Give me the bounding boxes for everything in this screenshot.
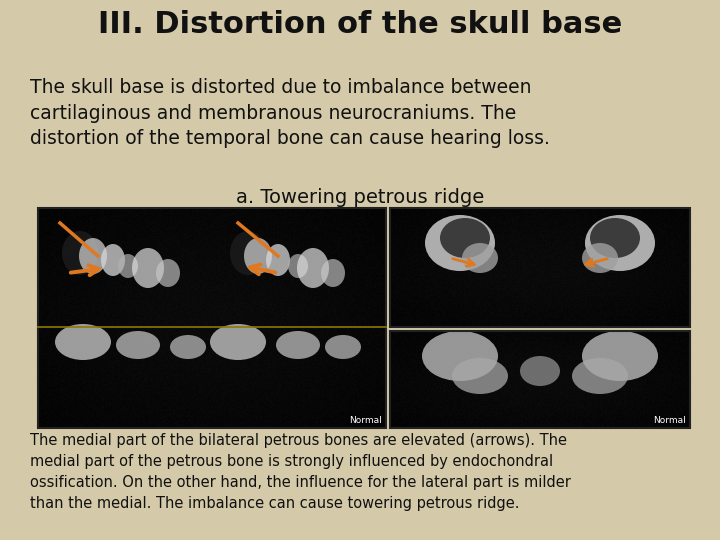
Ellipse shape xyxy=(118,254,138,278)
Ellipse shape xyxy=(170,335,206,359)
Ellipse shape xyxy=(440,218,490,258)
Ellipse shape xyxy=(116,331,160,359)
Text: III. Distortion of the skull base: III. Distortion of the skull base xyxy=(98,10,622,39)
Ellipse shape xyxy=(520,356,560,386)
Ellipse shape xyxy=(62,231,98,275)
Ellipse shape xyxy=(452,358,508,394)
Ellipse shape xyxy=(244,238,272,274)
Ellipse shape xyxy=(582,243,618,273)
Ellipse shape xyxy=(590,218,640,258)
Ellipse shape xyxy=(101,244,125,276)
Ellipse shape xyxy=(297,248,329,288)
Text: Normal: Normal xyxy=(349,416,382,425)
Ellipse shape xyxy=(230,231,266,275)
Ellipse shape xyxy=(55,324,111,360)
Ellipse shape xyxy=(79,238,107,274)
Ellipse shape xyxy=(210,324,266,360)
Ellipse shape xyxy=(288,254,308,278)
Bar xyxy=(38,208,386,428)
Ellipse shape xyxy=(572,358,628,394)
Ellipse shape xyxy=(585,215,655,271)
Ellipse shape xyxy=(321,259,345,287)
Text: The skull base is distorted due to imbalance between
cartilaginous and membranou: The skull base is distorted due to imbal… xyxy=(30,78,550,148)
Ellipse shape xyxy=(266,244,290,276)
Ellipse shape xyxy=(582,331,658,381)
Ellipse shape xyxy=(325,335,361,359)
Ellipse shape xyxy=(156,259,180,287)
Ellipse shape xyxy=(462,243,498,273)
Ellipse shape xyxy=(425,215,495,271)
Ellipse shape xyxy=(132,248,164,288)
Ellipse shape xyxy=(422,331,498,381)
Text: The medial part of the bilateral petrous bones are elevated (arrows). The
medial: The medial part of the bilateral petrous… xyxy=(30,433,571,511)
Ellipse shape xyxy=(276,331,320,359)
Bar xyxy=(390,208,690,327)
Text: a. Towering petrous ridge: a. Towering petrous ridge xyxy=(236,188,484,207)
Text: Normal: Normal xyxy=(653,416,686,425)
Bar xyxy=(390,331,690,428)
